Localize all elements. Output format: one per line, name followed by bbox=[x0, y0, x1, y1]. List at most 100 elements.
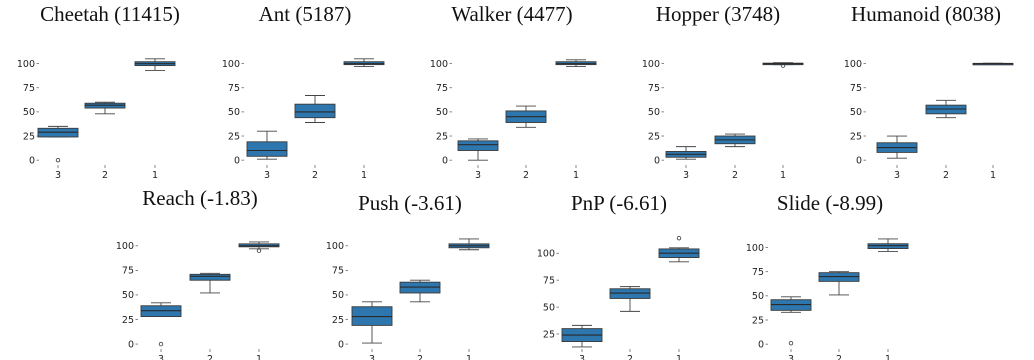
y-tick-label: 0 bbox=[654, 155, 660, 166]
chart-panel-2: Ant (5187) 0 25 50 75 100 3 2 1 bbox=[222, 2, 385, 181]
y-tick-label: 75 bbox=[648, 83, 660, 94]
box-3 bbox=[457, 138, 499, 161]
y-tick-label: 75 bbox=[436, 83, 448, 94]
y-tick-label: 50 bbox=[543, 302, 555, 313]
y-tick-label: 75 bbox=[23, 83, 35, 94]
chart-panel-9: Slide (-8.99) 0 25 50 75 100 3 2 1 bbox=[746, 191, 909, 360]
iqr-box bbox=[457, 140, 499, 151]
y-tick-label: 0 bbox=[234, 155, 240, 166]
box-2 bbox=[609, 286, 651, 312]
x-tick-label: 2 bbox=[207, 354, 213, 360]
box-2 bbox=[189, 272, 231, 294]
y-tick-label: 100 bbox=[222, 59, 240, 70]
y-tick-label: 100 bbox=[116, 241, 134, 252]
box-1 bbox=[343, 58, 385, 67]
x-tick-label: 2 bbox=[417, 354, 423, 360]
x-tick-label: 1 bbox=[361, 170, 367, 181]
y-tick-label: 0 bbox=[856, 155, 862, 166]
chart-title: Cheetah (11415) bbox=[40, 2, 180, 26]
x-tick-label: 2 bbox=[943, 170, 949, 181]
x-tick-label: 3 bbox=[264, 170, 270, 181]
x-tick-label: 3 bbox=[55, 170, 61, 181]
y-tick-label: 25 bbox=[436, 131, 448, 142]
chart-title: Ant (5187) bbox=[259, 2, 352, 26]
iqr-box bbox=[189, 273, 231, 281]
box-1 bbox=[134, 58, 176, 71]
box-3 bbox=[561, 324, 603, 348]
box-1 bbox=[555, 59, 597, 67]
x-tick-label: 1 bbox=[256, 354, 262, 360]
box-1 bbox=[972, 62, 1014, 66]
x-tick-label: 1 bbox=[466, 354, 472, 360]
box-3 bbox=[351, 301, 393, 344]
y-tick-label: 75 bbox=[752, 267, 764, 278]
box-2 bbox=[294, 95, 336, 123]
box-1 bbox=[238, 241, 280, 253]
x-tick-label: 1 bbox=[676, 354, 682, 360]
box-2 bbox=[505, 105, 547, 128]
y-tick-label: 100 bbox=[844, 59, 862, 70]
y-tick-label: 25 bbox=[23, 131, 35, 142]
outlier-point bbox=[788, 340, 794, 346]
iqr-box bbox=[246, 141, 288, 157]
chart-title: Humanoid (8038) bbox=[851, 2, 1001, 26]
y-tick-label: 100 bbox=[430, 59, 448, 70]
x-tick-label: 2 bbox=[836, 354, 842, 360]
box-2 bbox=[925, 99, 967, 119]
x-tick-label: 3 bbox=[683, 170, 689, 181]
y-tick-label: 50 bbox=[228, 107, 240, 118]
x-tick-label: 2 bbox=[732, 170, 738, 181]
box-3 bbox=[770, 296, 812, 346]
y-tick-label: 50 bbox=[332, 290, 344, 301]
y-tick-label: 0 bbox=[758, 339, 764, 350]
chart-panel-4: Hopper (3748) 0 25 50 75 100 3 2 1 bbox=[642, 2, 804, 181]
box-3 bbox=[665, 146, 707, 160]
box-2 bbox=[818, 271, 860, 296]
x-tick-label: 1 bbox=[885, 354, 891, 360]
box-2 bbox=[84, 101, 126, 115]
outlier-point bbox=[55, 157, 61, 163]
box-1 bbox=[762, 62, 804, 68]
chart-title: Walker (4477) bbox=[451, 2, 572, 26]
y-tick-label: 100 bbox=[642, 59, 660, 70]
box-1 bbox=[658, 235, 700, 263]
y-tick-label: 0 bbox=[442, 155, 448, 166]
y-tick-label: 100 bbox=[746, 243, 764, 254]
y-tick-label: 50 bbox=[122, 290, 134, 301]
outlier-point bbox=[158, 341, 164, 347]
chart-panel-6: Reach (-1.83) 0 25 50 75 100 3 2 1 bbox=[116, 186, 280, 360]
y-tick-label: 25 bbox=[543, 329, 555, 340]
y-tick-label: 75 bbox=[543, 275, 555, 286]
y-tick-label: 0 bbox=[338, 339, 344, 350]
y-tick-label: 25 bbox=[648, 131, 660, 142]
y-tick-label: 75 bbox=[228, 83, 240, 94]
iqr-box bbox=[294, 103, 336, 119]
x-tick-label: 3 bbox=[475, 170, 481, 181]
x-tick-label: 3 bbox=[894, 170, 900, 181]
x-tick-label: 1 bbox=[152, 170, 158, 181]
x-tick-label: 1 bbox=[573, 170, 579, 181]
x-tick-label: 1 bbox=[780, 170, 786, 181]
x-tick-label: 2 bbox=[627, 354, 633, 360]
outlier-point bbox=[676, 235, 682, 241]
x-tick-label: 2 bbox=[102, 170, 108, 181]
y-tick-label: 100 bbox=[537, 249, 555, 260]
chart-title: Reach (-1.83) bbox=[142, 186, 257, 210]
box-1 bbox=[867, 238, 909, 252]
y-tick-label: 75 bbox=[332, 266, 344, 277]
y-tick-label: 75 bbox=[850, 83, 862, 94]
y-tick-label: 25 bbox=[332, 315, 344, 326]
y-tick-label: 50 bbox=[850, 107, 862, 118]
y-tick-label: 100 bbox=[326, 241, 344, 252]
y-tick-label: 0 bbox=[128, 339, 134, 350]
chart-title: Slide (-8.99) bbox=[777, 191, 883, 215]
y-tick-label: 50 bbox=[23, 107, 35, 118]
x-tick-label: 2 bbox=[523, 170, 529, 181]
box-3 bbox=[140, 302, 182, 347]
chart-title: Push (-3.61) bbox=[358, 191, 462, 215]
y-tick-label: 25 bbox=[752, 315, 764, 326]
chart-panel-7: Push (-3.61) 0 25 50 75 100 3 2 1 bbox=[326, 191, 490, 360]
y-tick-label: 100 bbox=[17, 59, 35, 70]
box-2 bbox=[714, 133, 756, 148]
box-2 bbox=[399, 279, 441, 303]
